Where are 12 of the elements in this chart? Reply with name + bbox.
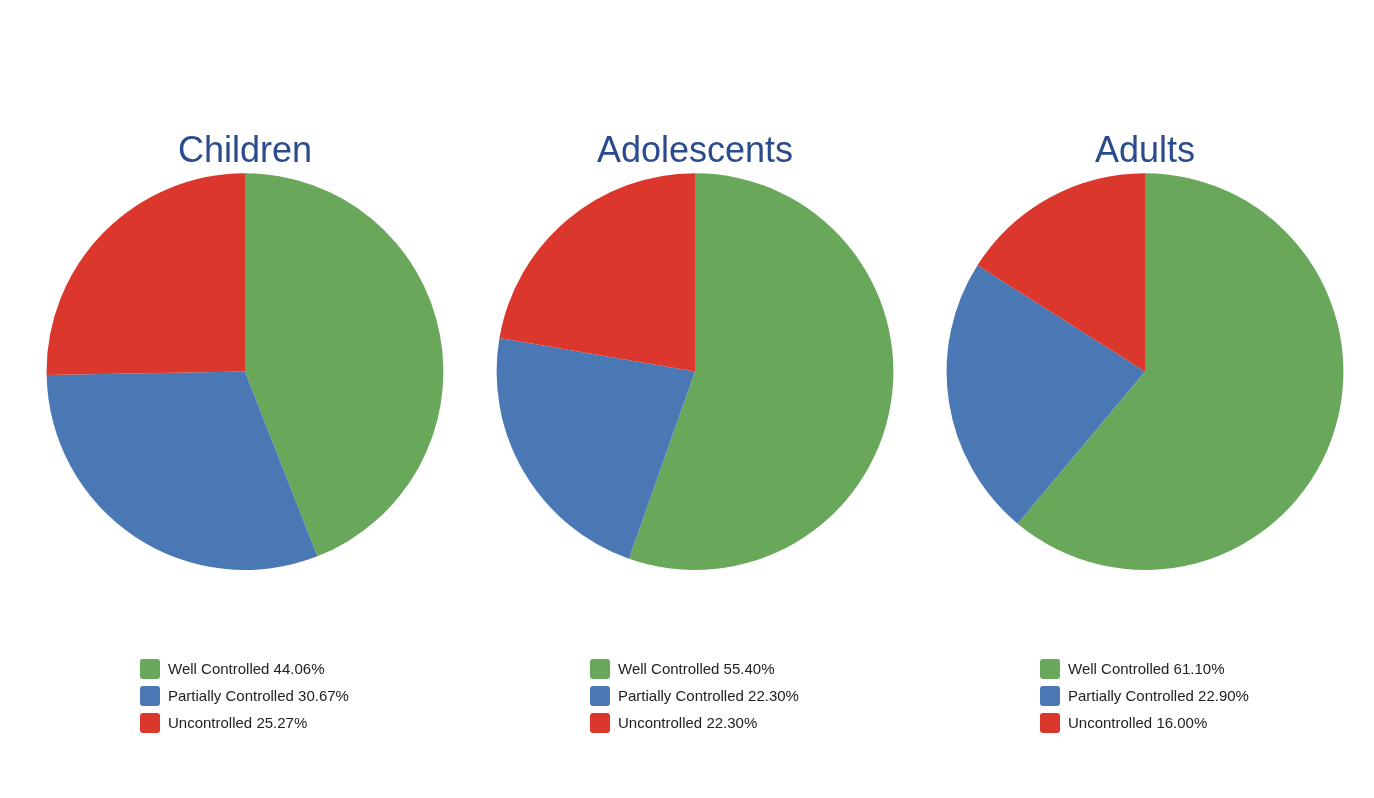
legend-label: Well Controlled 55.40% — [618, 660, 775, 677]
legend-label: Uncontrolled 22.30% — [618, 714, 758, 731]
chart-title: Adolescents — [596, 128, 794, 170]
legend-label: Partially Controlled 22.90% — [1068, 687, 1249, 704]
chart-title: Adults — [1094, 128, 1196, 170]
legend-label: Well Controlled 44.06% — [168, 660, 325, 677]
legend-label: Partially Controlled 22.30% — [618, 687, 799, 704]
chart-title: Children — [177, 128, 313, 170]
legend-label: Partially Controlled 30.67% — [168, 687, 349, 704]
legend-label: Uncontrolled 25.27% — [168, 714, 308, 731]
legend-label: Uncontrolled 16.00% — [1068, 714, 1208, 731]
legend-label: Well Controlled 61.10% — [1068, 660, 1225, 677]
